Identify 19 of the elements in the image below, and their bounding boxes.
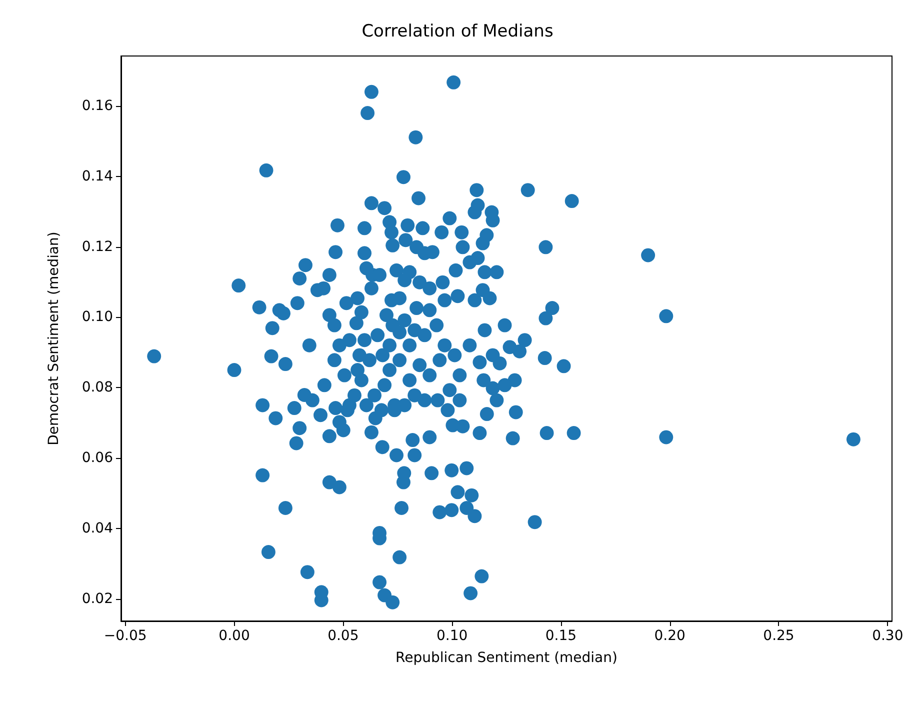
x-tick-label: 0.05 <box>328 628 359 644</box>
x-tick-label: 0.30 <box>872 628 904 644</box>
chart-title: Correlation of Medians <box>362 22 554 42</box>
x-tick-label: 0.10 <box>436 628 468 644</box>
x-tick-label: 0.20 <box>654 628 686 644</box>
y-tick-label: 0.08 <box>82 380 113 396</box>
x-tick-label: 0.25 <box>763 628 794 644</box>
y-tick-label: 0.06 <box>82 450 114 466</box>
y-axis-title: Democrat Sentiment (median) <box>46 232 62 446</box>
y-tick-label: 0.02 <box>82 590 113 607</box>
y-tick-label: 0.16 <box>82 98 114 114</box>
x-tick-label: 0.00 <box>218 628 250 644</box>
y-tick-label: 0.12 <box>82 238 113 255</box>
x-tick-label: 0.15 <box>545 628 577 644</box>
y-tick-label: 0.14 <box>82 168 114 184</box>
y-tick-label: 0.04 <box>82 520 114 536</box>
x-tick-label: −0.05 <box>104 628 147 644</box>
x-axis-title: Republican Sentiment (median) <box>396 650 618 666</box>
y-tick-label: 0.10 <box>82 309 113 326</box>
